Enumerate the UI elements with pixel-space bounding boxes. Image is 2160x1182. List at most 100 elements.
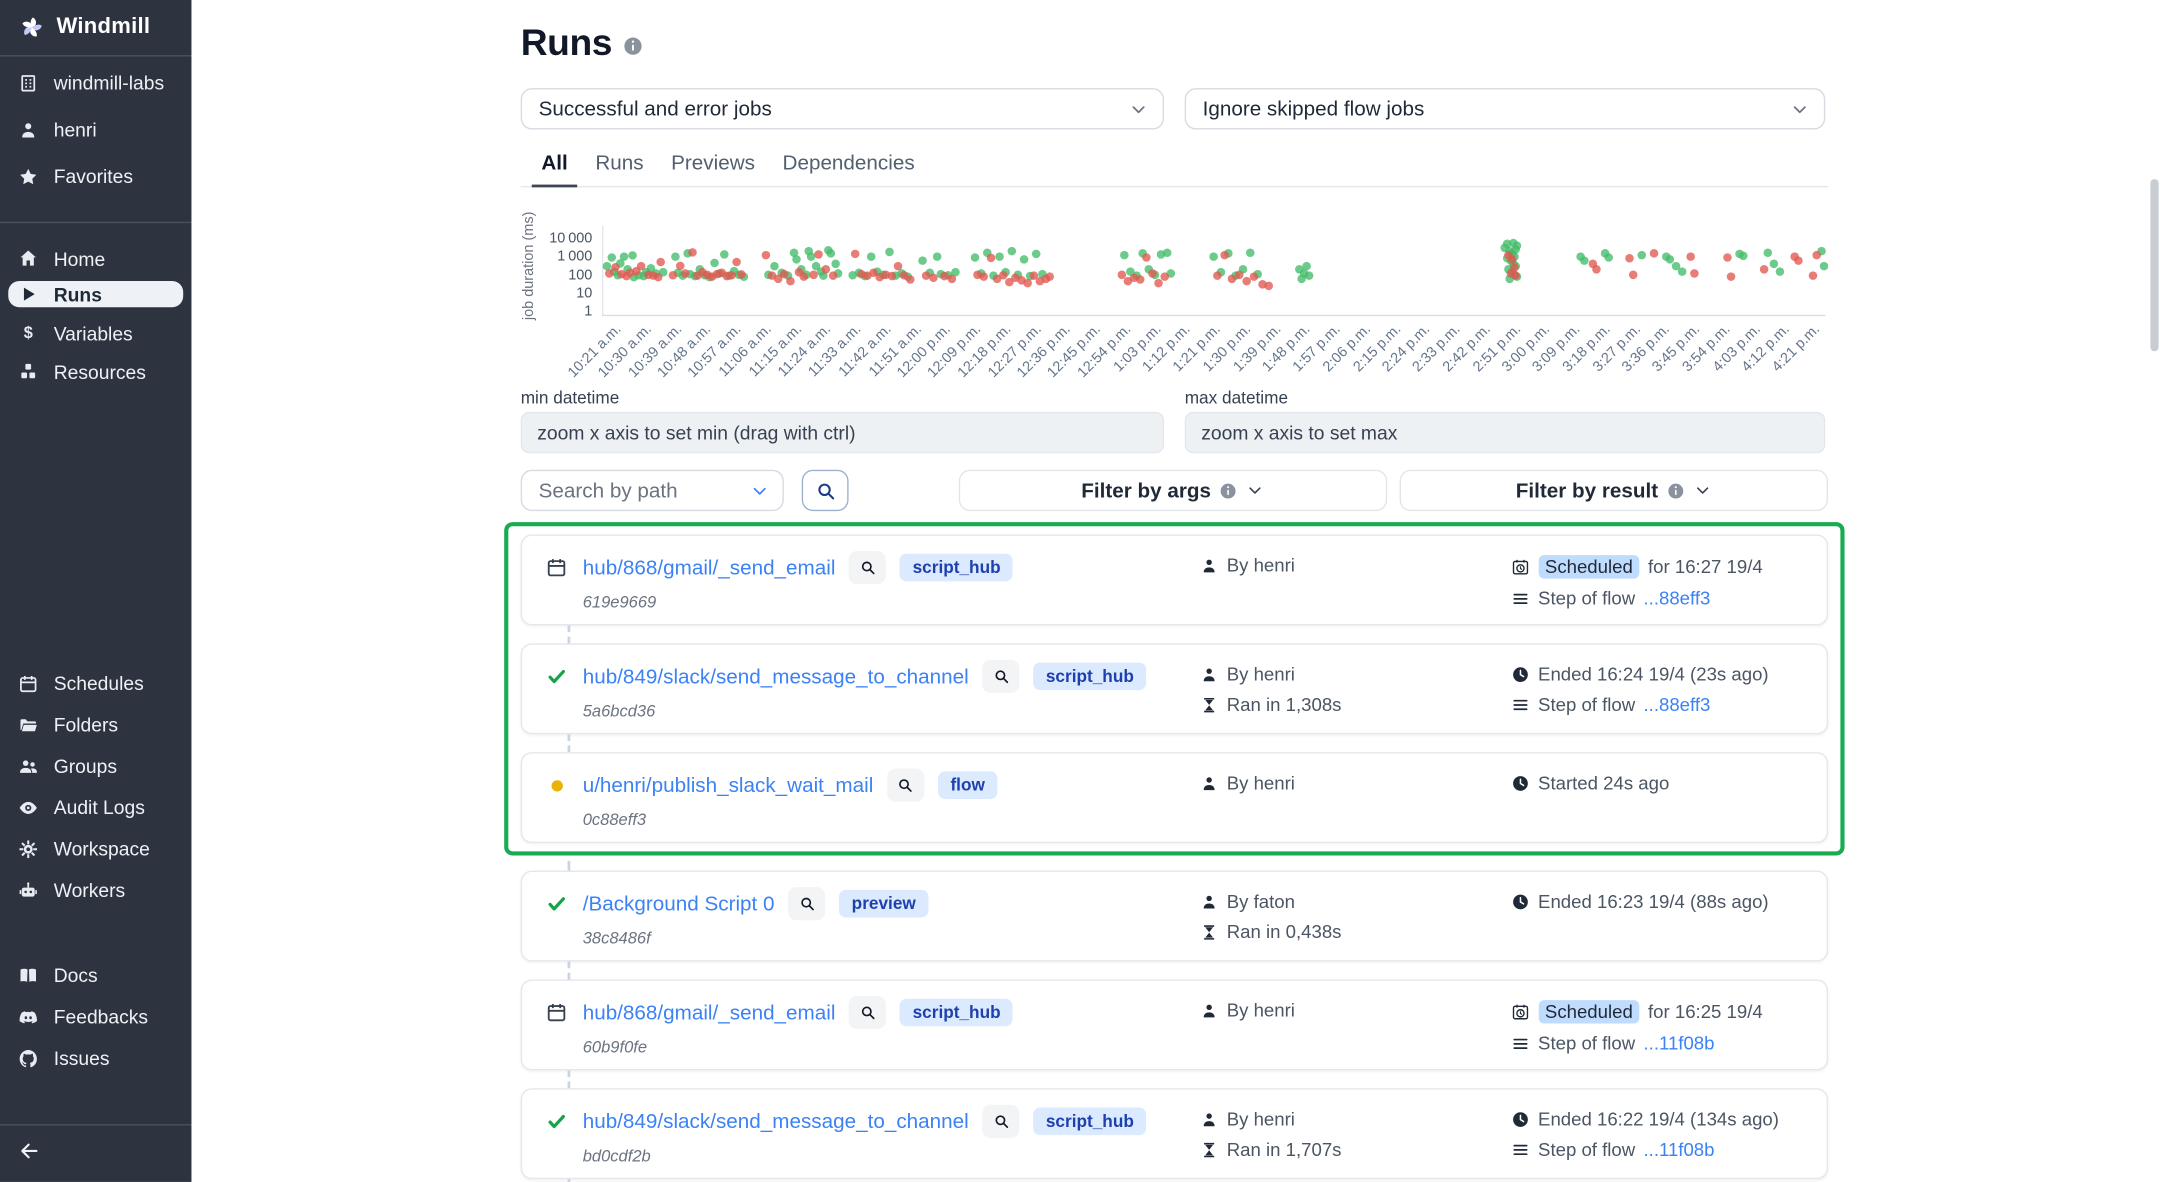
run-path-link[interactable]: hub/849/slack/send_message_to_channel	[582, 1109, 969, 1134]
tab-all[interactable]: All	[531, 147, 578, 188]
data-point	[675, 261, 685, 271]
data-point	[611, 262, 620, 272]
data-point	[906, 275, 915, 284]
sidebar-item-variables[interactable]: Variables	[0, 320, 191, 346]
flow-connector	[567, 1179, 1828, 1182]
vertical-scrollbar[interactable]	[2150, 179, 2159, 352]
data-point	[688, 248, 697, 257]
run-path-link[interactable]: hub/868/gmail/_send_email	[582, 555, 836, 580]
data-point	[951, 267, 960, 277]
run-inspect-button[interactable]	[982, 1104, 1020, 1138]
sidebar-item-issues[interactable]: Issues	[0, 1046, 191, 1071]
data-point	[970, 253, 980, 262]
sidebar-item-home[interactable]: Home	[0, 245, 191, 271]
run-inspect-button[interactable]	[982, 659, 1020, 693]
main-panel: Runs Successful and error jobs Ignore sk…	[191, 0, 2160, 1182]
nav-icon	[18, 1048, 39, 1069]
sidebar-item-groups[interactable]: Groups	[0, 754, 191, 779]
sidebar-item-workspace-switcher[interactable]: windmill-labs	[0, 70, 191, 95]
flow-link[interactable]: ...11f08b	[1643, 1139, 1715, 1160]
run-path-link[interactable]: /Background Script 0	[582, 891, 775, 916]
app-logo[interactable]: Windmill	[0, 0, 191, 55]
admin-nav: Schedules Folders Groups Audit Logs	[0, 671, 191, 902]
run-path-link[interactable]: u/henri/publish_slack_wait_mail	[582, 773, 874, 797]
scheduled-badge: Scheduled	[1538, 1000, 1640, 1024]
data-point	[653, 272, 663, 282]
run-card: hub/868/gmail/_send_email script_hub 60b…	[520, 979, 1829, 1071]
data-point	[737, 270, 746, 279]
clock-icon	[1511, 558, 1530, 577]
search-by-path-select[interactable]: Search by path	[520, 469, 784, 512]
sidebar-item-schedules[interactable]: Schedules	[0, 671, 191, 696]
flow-link[interactable]: ...11f08b	[1643, 1033, 1715, 1054]
sidebar: Windmill windmill-labs henri Favorites	[0, 0, 192, 1182]
star-icon	[18, 166, 39, 187]
run-path-link[interactable]: hub/849/slack/send_message_to_channel	[582, 664, 969, 689]
min-datetime-input[interactable]	[520, 411, 1165, 454]
run-author: By henri	[1200, 1000, 1511, 1021]
brand-name: Windmill	[56, 15, 151, 39]
run-inspect-button[interactable]	[788, 887, 826, 921]
run-card: hub/849/slack/send_message_to_channel sc…	[520, 643, 1829, 735]
nav-icon	[18, 284, 39, 305]
data-point	[828, 271, 838, 280]
run-id: 38c8486f	[582, 928, 651, 948]
flow-link[interactable]: ...88eff3	[1643, 588, 1711, 609]
data-point	[995, 252, 1004, 261]
run-inspect-button[interactable]	[849, 551, 887, 585]
tab-previews[interactable]: Previews	[662, 147, 765, 187]
search-button[interactable]	[801, 469, 849, 512]
sidebar-item-feedbacks[interactable]: Feedbacks	[0, 1004, 191, 1029]
data-point	[998, 270, 1008, 280]
data-point	[1249, 272, 1259, 281]
run-inspect-button[interactable]	[887, 768, 925, 802]
data-point	[1264, 281, 1273, 291]
sidebar-item-user-menu[interactable]: henri	[0, 117, 191, 142]
data-point	[826, 249, 836, 258]
sidebar-item-resources[interactable]: Resources	[0, 358, 191, 384]
max-datetime-label: max datetime	[1184, 388, 1289, 408]
job-kind-select[interactable]: Successful and error jobs	[520, 88, 1165, 130]
flow-link[interactable]: ...88eff3	[1643, 694, 1711, 715]
flow-connector	[567, 1070, 1828, 1089]
highlighted-runs-box: hub/868/gmail/_send_email script_hub 619…	[504, 522, 1845, 856]
divider	[0, 55, 192, 57]
collapse-sidebar-button[interactable]	[0, 1125, 59, 1181]
run-path-link[interactable]: hub/868/gmail/_send_email	[582, 1000, 836, 1025]
run-author: By henri	[1200, 555, 1511, 576]
y-tick-label: 10	[576, 284, 593, 302]
divider	[0, 221, 192, 224]
tab-dependencies[interactable]: Dependencies	[773, 147, 924, 187]
max-datetime-input[interactable]	[1184, 411, 1826, 454]
data-point	[1628, 270, 1638, 280]
search-icon	[860, 559, 877, 576]
filter-by-result-button[interactable]: Filter by result	[1399, 469, 1829, 512]
filter-by-args-button[interactable]: Filter by args	[958, 469, 1388, 512]
sidebar-item-docs[interactable]: Docs	[0, 963, 191, 988]
scatter-plot[interactable]	[601, 209, 1829, 317]
data-point	[1763, 248, 1773, 258]
info-icon[interactable]	[623, 36, 644, 57]
run-id: 619e9669	[582, 592, 657, 612]
y-tick-label: 1 000	[557, 248, 593, 265]
data-point	[761, 250, 771, 260]
person-icon	[1200, 665, 1219, 684]
data-point	[1227, 274, 1237, 284]
data-point	[1019, 255, 1029, 264]
sidebar-item-workers[interactable]: Workers	[0, 877, 191, 902]
tab-runs[interactable]: Runs	[586, 147, 654, 187]
y-tick-label: 100	[568, 266, 593, 284]
runs-list: hub/868/gmail/_send_email script_hub 619…	[504, 522, 1845, 1182]
sidebar-item-runs[interactable]: Runs	[8, 281, 184, 308]
skipped-flow-select[interactable]: Ignore skipped flow jobs	[1184, 88, 1826, 130]
sidebar-item-workspace[interactable]: Workspace	[0, 836, 191, 861]
sidebar-item-folders[interactable]: Folders	[0, 712, 191, 737]
run-inspect-button[interactable]	[849, 995, 887, 1030]
sidebar-item-audit-logs[interactable]: Audit Logs	[0, 795, 191, 820]
run-flow-step: Step of flow ...11f08b	[1511, 1033, 1804, 1054]
data-point	[899, 270, 909, 280]
data-point	[979, 272, 988, 281]
sidebar-item-favorites[interactable]: Favorites	[0, 164, 191, 189]
data-point	[940, 271, 949, 281]
